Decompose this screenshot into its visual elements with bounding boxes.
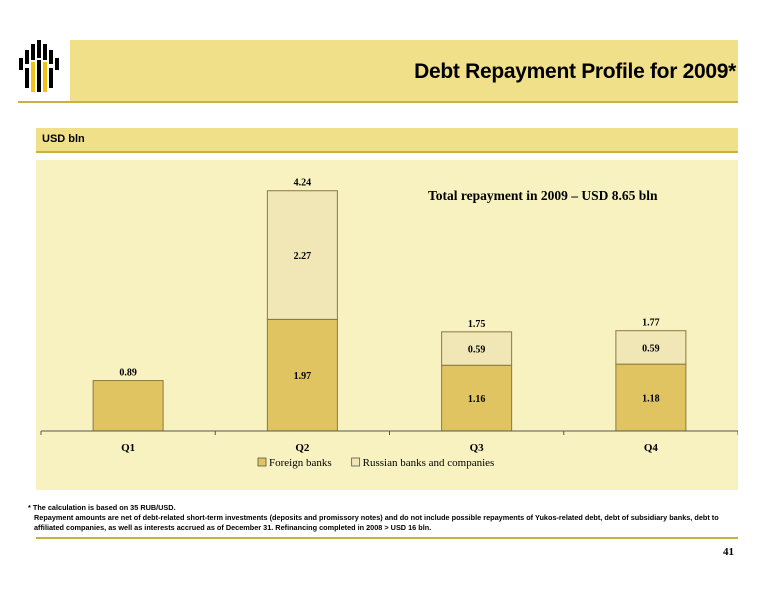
legend-swatch-series-2 — [351, 457, 361, 467]
total-label-q3: 1.75 — [468, 319, 486, 330]
unit-bar: USD bln — [36, 128, 738, 153]
data-label-q2-series-2: 2.27 — [294, 251, 312, 262]
chart-title: Total repayment in 2009 – USD 8.65 bln — [428, 188, 658, 203]
page-title: Debt Repayment Profile for 2009* — [414, 60, 736, 83]
page-number: 41 — [723, 546, 734, 558]
footnote-line-2: Repayment amounts are net of debt-relate… — [34, 513, 719, 532]
total-label-q2: 4.24 — [294, 178, 312, 189]
data-label-q3-series-2: 0.59 — [468, 345, 486, 356]
bar-q2-series-1 — [266, 318, 338, 432]
chart-panel: Total repayment in 2009 – USD 8.65 bln 0.… — [36, 160, 739, 490]
legend-label-series-2: Russian banks and companies — [363, 457, 495, 469]
data-label-q4-series-1: 1.18 — [642, 394, 660, 405]
header-divider — [18, 101, 738, 103]
footer-divider — [36, 537, 738, 539]
company-logo-icon — [19, 40, 59, 92]
bar-q1-series-1 — [92, 380, 164, 432]
stacked-bar-chart: Total repayment in 2009 – USD 8.65 bln 0.… — [40, 178, 739, 469]
data-label-q4-series-2: 0.59 — [642, 343, 660, 354]
unit-label: USD bln — [42, 133, 85, 145]
data-label-q3-series-1: 1.16 — [468, 394, 486, 405]
total-label-q1: 0.89 — [119, 368, 137, 379]
footnote: * The calculation is based on 35 RUB/USD… — [28, 503, 728, 533]
x-tick-label-q2: Q2 — [295, 442, 310, 454]
x-tick-label-q4: Q4 — [644, 442, 659, 454]
x-tick-label-q1: Q1 — [121, 442, 135, 454]
x-tick-label-q3: Q3 — [470, 442, 485, 454]
legend-label-series-1: Foreign banks — [269, 457, 332, 469]
bar-q4-series-2 — [615, 330, 687, 365]
footnote-line-1: * The calculation is based on 35 RUB/USD… — [28, 503, 176, 512]
data-label-q2-series-1: 1.97 — [294, 371, 312, 382]
bar-q2-series-2 — [266, 190, 338, 320]
bar-q3-series-1 — [441, 364, 513, 432]
header-band — [70, 40, 738, 102]
bar-q3-series-2 — [441, 331, 513, 366]
legend-swatch-series-1 — [257, 457, 267, 467]
total-label-q4: 1.77 — [642, 318, 660, 329]
